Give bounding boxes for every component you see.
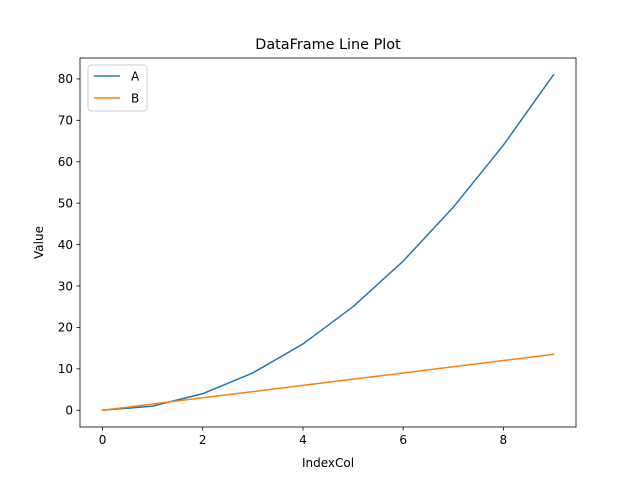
plot-area xyxy=(101,73,555,412)
y-tick-label: 60 xyxy=(58,155,73,169)
x-axis: 0 2 4 6 8 xyxy=(99,427,507,447)
y-axis: 0 10 20 30 40 50 60 70 80 xyxy=(58,72,80,418)
series-line-A xyxy=(101,73,555,412)
x-tick-label: 6 xyxy=(399,433,407,447)
x-tick-label: 0 xyxy=(99,433,107,447)
y-tick-label: 30 xyxy=(58,279,73,293)
legend-label-B: B xyxy=(131,91,139,105)
y-tick-label: 20 xyxy=(58,321,73,335)
y-tick-label: 80 xyxy=(58,72,73,86)
y-tick-label: 10 xyxy=(58,362,73,376)
chart-title: DataFrame Line Plot xyxy=(255,37,401,53)
y-tick-label: 50 xyxy=(58,196,73,210)
x-tick-label: 8 xyxy=(500,433,508,447)
x-axis-label: IndexCol xyxy=(302,456,354,470)
y-axis-label: Value xyxy=(32,226,46,259)
legend: AB xyxy=(87,64,148,112)
y-tick-label: 40 xyxy=(58,238,73,252)
x-tick-label: 2 xyxy=(199,433,207,447)
legend-label-A: A xyxy=(131,69,140,83)
y-tick-label: 70 xyxy=(58,114,73,128)
y-tick-label: 0 xyxy=(65,404,73,418)
x-tick-label: 4 xyxy=(299,433,307,447)
series-line-B xyxy=(101,353,555,412)
plot-frame xyxy=(79,57,577,428)
